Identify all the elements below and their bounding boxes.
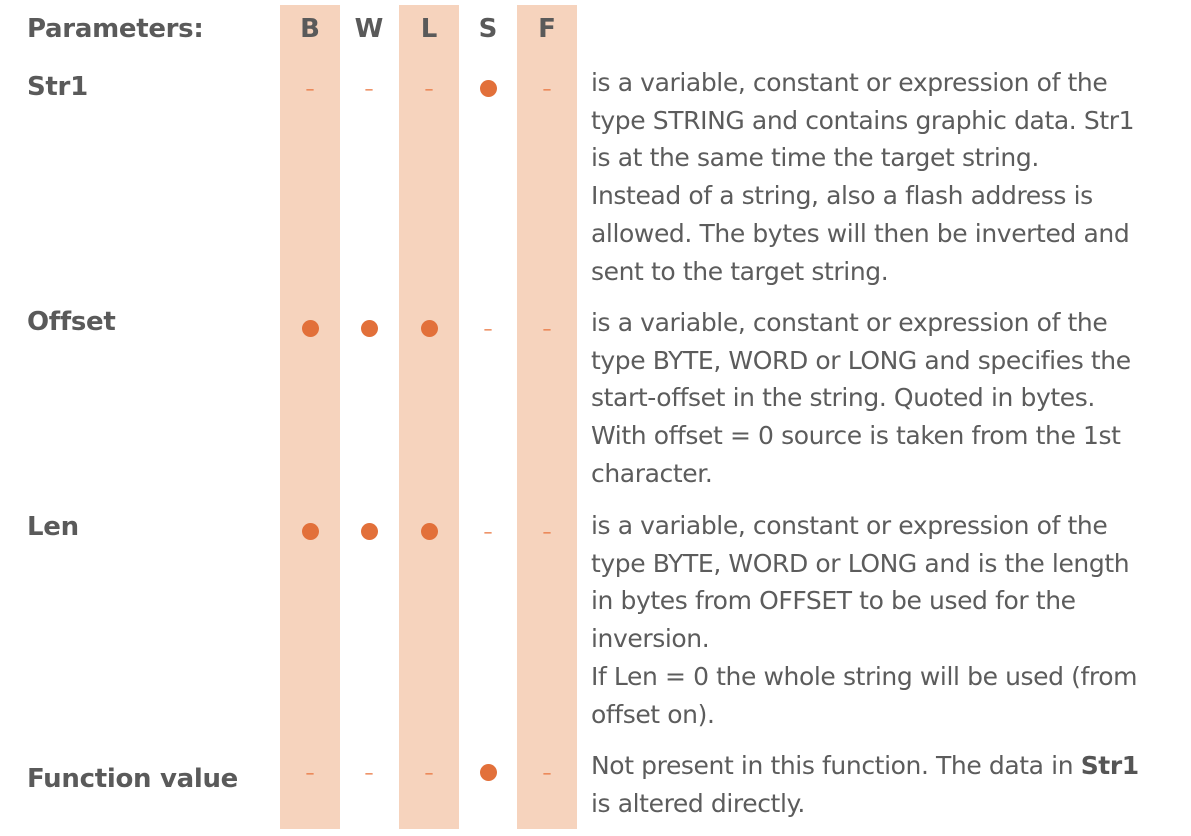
unsupported-dash-icon: –: [364, 79, 374, 100]
column-band-l: [399, 5, 459, 829]
mark-str1-b: –: [280, 80, 340, 99]
description-line: sent to the target string.: [591, 256, 889, 286]
description-line: Instead of a string, also a flash addres…: [591, 181, 1093, 211]
unsupported-dash-icon: –: [424, 763, 434, 784]
column-header-s: S: [478, 14, 498, 44]
unsupported-dash-icon: –: [305, 79, 315, 100]
description-len: is a variable, constant or expression of…: [591, 507, 1183, 733]
column-band-b: [280, 5, 340, 829]
description-offset: is a variable, constant or expression of…: [591, 304, 1183, 493]
unsupported-dash-icon: –: [364, 763, 374, 784]
unsupported-dash-icon: –: [542, 522, 552, 543]
supported-dot-icon: [479, 764, 497, 781]
description-line: is at the same time the target string.: [591, 143, 1039, 173]
mark-len-b: [280, 523, 340, 544]
mark-str1-w: –: [339, 80, 399, 99]
mark-str1-l: –: [399, 80, 459, 99]
mark-offset-s: –: [458, 320, 518, 339]
description-line: is altered directly.: [591, 788, 805, 818]
param-name-offset: Offset: [27, 307, 116, 337]
description-line: offset on).: [591, 699, 715, 729]
description-function-value: Not present in this function. The data i…: [591, 747, 1183, 822]
description-line: is a variable, constant or expression of…: [591, 308, 1108, 337]
unsupported-dash-icon: –: [483, 319, 493, 340]
mark-offset-b: [280, 320, 340, 341]
description-line: character.: [591, 458, 713, 488]
unsupported-dash-icon: –: [542, 319, 552, 340]
description-line: allowed. The bytes will then be inverted…: [591, 218, 1130, 248]
mark-function-value-w: –: [339, 764, 399, 783]
unsupported-dash-icon: –: [424, 79, 434, 100]
unsupported-dash-icon: –: [542, 763, 552, 784]
param-name-function-value: Function value: [27, 764, 239, 794]
mark-function-value-l: –: [399, 764, 459, 783]
parameters-heading: Parameters:: [27, 14, 204, 44]
description-line: type BYTE, WORD or LONG and specifies th…: [591, 345, 1131, 375]
mark-len-s: –: [458, 523, 518, 542]
mark-len-l: [399, 523, 459, 544]
description-str1: is a variable, constant or expression of…: [591, 64, 1183, 290]
supported-dot-icon: [301, 320, 319, 337]
column-header-f: F: [538, 14, 556, 44]
column-header-w: W: [354, 14, 384, 44]
param-name-len: Len: [27, 512, 79, 542]
mark-function-value-f: –: [517, 764, 577, 783]
str1-reference: Str1: [1080, 751, 1139, 780]
mark-str1-s: [458, 80, 518, 101]
description-line: type STRING and contains graphic data. S…: [591, 105, 1135, 135]
description-line: is a variable, constant or expression of…: [591, 511, 1108, 540]
mark-function-value-b: –: [280, 764, 340, 783]
description-line: start-offset in the string. Quoted in by…: [591, 383, 1095, 413]
description-line: Not present in this function. The data i…: [591, 747, 1183, 785]
mark-len-f: –: [517, 523, 577, 542]
supported-dot-icon: [360, 320, 378, 337]
column-header-b: B: [300, 14, 320, 44]
description-line: type BYTE, WORD or LONG and is the lengt…: [591, 548, 1130, 578]
supported-dot-icon: [420, 523, 438, 540]
description-line: is a variable, constant or expression of…: [591, 68, 1108, 97]
unsupported-dash-icon: –: [305, 763, 315, 784]
supported-dot-icon: [420, 320, 438, 337]
param-name-str1: Str1: [27, 72, 88, 102]
mark-offset-l: [399, 320, 459, 341]
supported-dot-icon: [301, 523, 319, 540]
supported-dot-icon: [360, 523, 378, 540]
description-line: If Len = 0 the whole string will be used…: [591, 661, 1138, 691]
unsupported-dash-icon: –: [483, 522, 493, 543]
description-line: in bytes from OFFSET to be used for the: [591, 586, 1076, 616]
description-text: Not present in this function. The data i…: [591, 751, 1081, 780]
column-header-l: L: [420, 14, 438, 44]
description-line: With offset = 0 source is taken from the…: [591, 421, 1121, 451]
column-band-f: [517, 5, 577, 829]
supported-dot-icon: [479, 80, 497, 97]
mark-str1-f: –: [517, 80, 577, 99]
mark-offset-f: –: [517, 320, 577, 339]
description-line: inversion.: [591, 624, 710, 654]
mark-len-w: [339, 523, 399, 544]
mark-function-value-s: [458, 764, 518, 785]
unsupported-dash-icon: –: [542, 79, 552, 100]
mark-offset-w: [339, 320, 399, 341]
